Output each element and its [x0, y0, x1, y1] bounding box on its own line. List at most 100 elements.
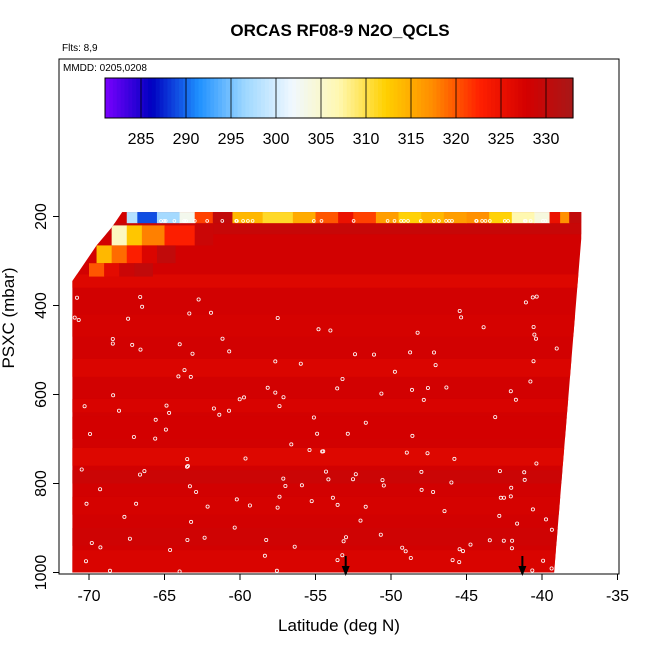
colorbar-segment	[307, 78, 313, 118]
colorbar-segment	[522, 78, 527, 118]
sample-marker	[523, 300, 528, 305]
heatmap-cell	[72, 358, 582, 377]
sample-marker	[335, 386, 340, 391]
sample-marker	[309, 499, 314, 504]
sample-marker	[185, 538, 190, 543]
sample-marker	[232, 525, 237, 530]
sample-marker	[227, 349, 232, 354]
sample-marker	[531, 324, 536, 329]
colorbar-segment	[479, 78, 484, 118]
sample-marker	[275, 315, 280, 320]
sample-marker	[162, 219, 167, 223]
colorbar-segment	[194, 78, 200, 118]
sample-marker	[508, 389, 513, 394]
colorbar-segment	[561, 78, 566, 118]
sample-marker	[319, 219, 324, 223]
colorbar-segment	[417, 78, 422, 118]
sample-marker	[340, 376, 345, 381]
sample-marker	[182, 219, 187, 223]
sample-marker	[502, 219, 507, 223]
sample-marker	[289, 442, 294, 447]
sample-marker	[220, 336, 225, 341]
colorbar: 285 290 295 300 305 310 315 320 325 330	[104, 77, 574, 148]
heatmap-cell	[72, 470, 582, 484]
x-tick-label: -70	[77, 588, 100, 605]
sample-marker	[510, 538, 515, 543]
heatmap-cell	[353, 212, 377, 224]
sample-marker	[108, 568, 113, 573]
colorbar-tick-label: 315	[398, 131, 425, 148]
sample-marker	[403, 549, 408, 554]
sample-marker	[543, 219, 548, 223]
sample-marker	[351, 219, 356, 223]
x-tick-label: -40	[530, 588, 553, 605]
sample-marker	[392, 219, 397, 223]
sample-marker	[163, 219, 168, 223]
colorbar-segment	[432, 78, 438, 118]
sample-marker	[292, 544, 297, 549]
sample-marker	[110, 336, 115, 341]
sample-marker	[184, 464, 189, 469]
sample-marker	[335, 502, 340, 507]
sample-marker	[98, 545, 103, 550]
sample-marker	[72, 315, 77, 320]
sample-marker	[163, 427, 168, 432]
colorbar-segment	[506, 78, 512, 118]
sample-marker	[330, 495, 335, 500]
y-tick-label: 800	[33, 470, 50, 497]
sample-marker	[410, 433, 415, 438]
colorbar-segment	[186, 78, 192, 118]
colorbar-frame	[104, 77, 574, 119]
sample-marker	[444, 219, 448, 223]
colorbar-segment	[233, 78, 239, 118]
colorbar-segment	[393, 78, 399, 118]
sample-marker	[177, 342, 182, 347]
colorbar-segment	[292, 78, 297, 118]
sample-marker	[153, 417, 158, 422]
sample-marker	[483, 219, 488, 223]
colorbar-segment	[549, 78, 555, 118]
colorbar-segment	[105, 78, 110, 118]
heatmap-cell	[72, 496, 582, 515]
colorbar-segment	[389, 78, 395, 118]
sample-marker	[283, 483, 288, 488]
colorbar-segment	[354, 78, 360, 118]
sample-marker	[528, 379, 533, 384]
sample-marker	[431, 350, 436, 355]
heatmap-layer	[72, 212, 582, 573]
x-tick-label: -60	[228, 588, 251, 605]
sample-marker	[187, 484, 192, 489]
colorbar-segment	[214, 78, 219, 118]
sample-marker	[459, 315, 464, 320]
colorbar-segment	[456, 78, 461, 118]
sample-marker	[408, 350, 413, 355]
colorbar-segment	[401, 78, 406, 118]
sample-marker	[142, 469, 147, 474]
sample-marker	[371, 352, 376, 357]
colorbar-segment	[350, 78, 356, 118]
colorbar-segment	[331, 78, 336, 118]
sample-marker	[450, 558, 455, 563]
sample-marker	[182, 368, 187, 373]
sample-marker	[544, 517, 549, 522]
sample-marker	[437, 219, 441, 223]
sample-marker	[515, 521, 520, 526]
colorbar-segment	[288, 78, 293, 118]
colorbar-segment	[537, 78, 543, 118]
sample-marker	[380, 478, 385, 483]
colorbar-segment	[459, 78, 465, 118]
sample-marker	[493, 415, 498, 420]
sample-marker	[265, 385, 270, 390]
sample-marker	[189, 519, 194, 524]
sample-marker	[402, 219, 406, 223]
colorbar-tick-label: 330	[533, 131, 560, 148]
sample-marker	[226, 408, 231, 413]
sample-marker	[234, 219, 239, 223]
colorbar-segment	[444, 78, 449, 118]
sample-marker	[408, 556, 413, 561]
sample-marker	[88, 431, 93, 436]
colorbar-segment	[420, 78, 426, 118]
sample-marker	[549, 566, 554, 571]
colorbar-segment	[530, 78, 535, 118]
sample-marker	[277, 404, 282, 409]
